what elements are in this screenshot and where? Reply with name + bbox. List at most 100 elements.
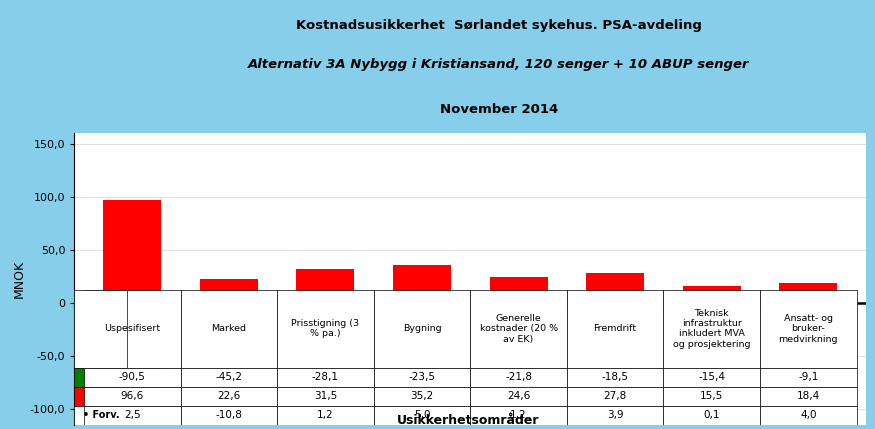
- Bar: [490, 277, 548, 303]
- FancyBboxPatch shape: [374, 368, 471, 387]
- Text: -23,5: -23,5: [409, 372, 436, 382]
- Text: -18,5: -18,5: [602, 372, 628, 382]
- FancyBboxPatch shape: [760, 387, 857, 406]
- Bar: [586, 303, 644, 322]
- Point: [608, 295, 622, 302]
- Text: Maks: Maks: [87, 391, 116, 402]
- FancyBboxPatch shape: [663, 290, 760, 368]
- FancyBboxPatch shape: [277, 387, 374, 406]
- Text: Prisstigning (3
% pa.): Prisstigning (3 % pa.): [291, 319, 360, 338]
- FancyBboxPatch shape: [471, 387, 567, 406]
- Y-axis label: MNOK: MNOK: [12, 260, 25, 298]
- Text: 1,2: 1,2: [510, 410, 527, 420]
- Text: 31,5: 31,5: [314, 391, 337, 402]
- FancyBboxPatch shape: [374, 406, 471, 425]
- FancyBboxPatch shape: [74, 387, 128, 406]
- Point: [318, 298, 332, 305]
- FancyBboxPatch shape: [760, 290, 857, 368]
- FancyBboxPatch shape: [663, 387, 760, 406]
- Text: Generelle
kostnader (20 %
av EK): Generelle kostnader (20 % av EK): [480, 314, 557, 344]
- Bar: [490, 303, 548, 326]
- FancyBboxPatch shape: [760, 368, 857, 387]
- FancyBboxPatch shape: [277, 406, 374, 425]
- FancyBboxPatch shape: [471, 368, 567, 387]
- Bar: [682, 303, 741, 319]
- FancyBboxPatch shape: [277, 368, 374, 387]
- Point: [512, 298, 526, 305]
- Text: Alternativ 3A Nybygg i Kristiansand, 120 senger + 10 ABUP senger: Alternativ 3A Nybygg i Kristiansand, 120…: [248, 58, 750, 71]
- FancyBboxPatch shape: [84, 406, 180, 425]
- FancyBboxPatch shape: [663, 368, 760, 387]
- Bar: [780, 303, 837, 312]
- FancyBboxPatch shape: [277, 290, 374, 368]
- Text: Ansatt- og
bruker-
medvirkning: Ansatt- og bruker- medvirkning: [779, 314, 838, 344]
- Text: Marked: Marked: [212, 324, 247, 333]
- Text: -28,1: -28,1: [312, 372, 339, 382]
- Point: [704, 299, 718, 306]
- Bar: [200, 279, 258, 303]
- FancyBboxPatch shape: [180, 406, 277, 425]
- Bar: [297, 269, 354, 303]
- Text: 24,6: 24,6: [507, 391, 530, 402]
- Text: 15,5: 15,5: [700, 391, 724, 402]
- Text: -15,4: -15,4: [698, 372, 725, 382]
- FancyBboxPatch shape: [74, 368, 128, 387]
- Text: November 2014: November 2014: [439, 103, 558, 116]
- Text: • Forv.: • Forv.: [82, 410, 119, 420]
- Text: Fremdrift: Fremdrift: [593, 324, 637, 333]
- Point: [125, 296, 139, 303]
- FancyBboxPatch shape: [180, 387, 277, 406]
- Text: -9,1: -9,1: [798, 372, 818, 382]
- Text: 5,0: 5,0: [414, 410, 430, 420]
- Text: 3,9: 3,9: [607, 410, 624, 420]
- FancyBboxPatch shape: [567, 387, 663, 406]
- Bar: [297, 303, 354, 332]
- FancyBboxPatch shape: [374, 290, 471, 368]
- FancyBboxPatch shape: [74, 290, 128, 368]
- FancyBboxPatch shape: [663, 406, 760, 425]
- Text: 35,2: 35,2: [410, 391, 434, 402]
- Text: 1,2: 1,2: [317, 410, 333, 420]
- Point: [222, 311, 236, 317]
- FancyBboxPatch shape: [567, 290, 663, 368]
- Text: Teknisk
infrastruktur
inkludert MVA
og prosjektering: Teknisk infrastruktur inkludert MVA og p…: [673, 308, 751, 349]
- Text: Min: Min: [91, 372, 111, 382]
- Text: 22,6: 22,6: [217, 391, 241, 402]
- Text: Usikkerhetsområder: Usikkerhetsområder: [397, 414, 539, 427]
- FancyBboxPatch shape: [471, 290, 567, 368]
- Text: -90,5: -90,5: [119, 372, 146, 382]
- Text: -45,2: -45,2: [215, 372, 242, 382]
- Text: Bygning: Bygning: [402, 324, 441, 333]
- Text: 0,1: 0,1: [704, 410, 720, 420]
- Point: [802, 295, 816, 302]
- Text: -21,8: -21,8: [505, 372, 532, 382]
- Text: Kostnadsusikkerhet  Sørlandet sykehus. PSA-avdeling: Kostnadsusikkerhet Sørlandet sykehus. PS…: [296, 18, 702, 32]
- FancyBboxPatch shape: [374, 387, 471, 406]
- FancyBboxPatch shape: [84, 368, 180, 387]
- Bar: [103, 303, 161, 399]
- Text: 27,8: 27,8: [604, 391, 626, 402]
- Bar: [393, 266, 451, 303]
- FancyBboxPatch shape: [760, 406, 857, 425]
- Text: 18,4: 18,4: [796, 391, 820, 402]
- Text: 96,6: 96,6: [121, 391, 144, 402]
- Text: 4,0: 4,0: [800, 410, 816, 420]
- Bar: [103, 200, 161, 303]
- FancyBboxPatch shape: [84, 290, 180, 368]
- FancyBboxPatch shape: [567, 406, 663, 425]
- FancyBboxPatch shape: [74, 406, 128, 425]
- FancyBboxPatch shape: [84, 387, 180, 406]
- FancyBboxPatch shape: [471, 406, 567, 425]
- FancyBboxPatch shape: [567, 368, 663, 387]
- Text: -10,8: -10,8: [215, 410, 242, 420]
- Bar: [682, 286, 741, 303]
- Bar: [586, 273, 644, 303]
- FancyBboxPatch shape: [180, 290, 277, 368]
- Legend: Min, Maks, • Forv.: Min, Maks, • Forv.: [80, 377, 136, 420]
- FancyBboxPatch shape: [180, 368, 277, 387]
- Bar: [200, 303, 258, 350]
- Text: 2,5: 2,5: [124, 410, 141, 420]
- Bar: [393, 303, 451, 328]
- Text: Uspesifisert: Uspesifisert: [104, 324, 160, 333]
- Bar: [780, 283, 837, 303]
